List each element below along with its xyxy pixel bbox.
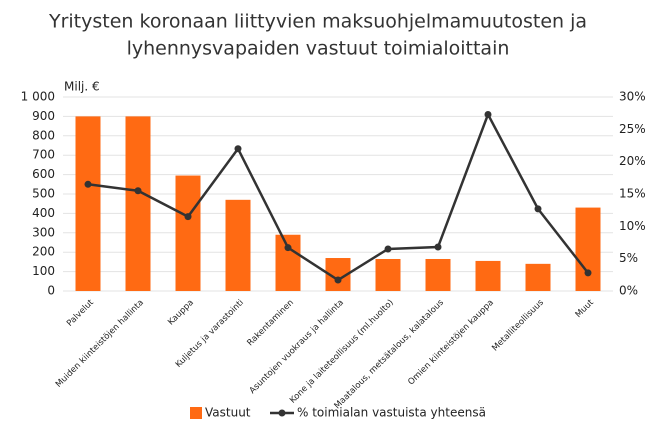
y-tick-label: 500 [32,187,55,201]
bar [375,258,401,291]
y2-tick-label: 15% [619,187,646,201]
bar [475,260,501,291]
line-point [584,269,592,277]
legend-label: Vastuut [205,406,251,420]
y-tick-label: 100 [32,264,55,278]
x-tick-label: Omien kiinteistöjen kauppa [406,298,496,388]
y-tick-label: 700 [32,148,55,162]
y-tick-label: 900 [32,109,55,123]
line [87,111,589,282]
y-tick-label: 300 [32,225,55,239]
bar [125,116,151,292]
x-tick-label: Asuntojen vuokraus ja hallinta [248,298,346,396]
y-tick-label: 600 [32,167,55,181]
x-tick-label: Metalliteollisuus [490,297,546,353]
x-tick-label: Rakentaminen [245,298,295,348]
x-tick-label: Muiden kiinteistöjen hallinta [54,298,146,390]
line-point [134,187,142,195]
x-tick-label: Muut [574,297,597,320]
line-point [384,245,392,253]
chart-title: lyhennysvapaiden vastuut toimialoittain [127,38,510,60]
legend-label: % toimialan vastuista yhteensä [297,406,486,420]
line-point [334,276,342,284]
bar [425,258,451,291]
line-point [234,145,242,153]
x-tick-label: Kauppa [166,298,196,328]
y2-tick-label: 20% [619,154,646,168]
y-tick-label: 400 [32,206,55,220]
bar [225,199,251,291]
line-point [184,213,192,221]
y-tick-label: 200 [32,245,55,259]
y2-tick-label: 30% [619,90,646,104]
bar [575,207,601,291]
y-tick-label: 1 000 [21,90,55,104]
line-point [84,180,92,188]
bar [75,116,101,292]
line-point [534,205,542,213]
y2-tick-label: 5% [619,251,638,265]
x-tick-label: Palvelut [65,297,96,328]
x-tick-label: Kone ja laiteteollisuus (ml.huolto) [288,298,396,406]
y-unit-label: Milj. € [64,80,100,94]
legend-swatch [190,407,202,419]
legend-swatch [278,409,286,417]
line-point [284,244,292,252]
y-tick-label: 800 [32,128,55,142]
line-point [484,110,492,118]
bar [275,234,301,291]
chart-title: Yritysten koronaan liittyvien maksuohjel… [48,11,587,33]
y2-tick-label: 10% [619,219,646,233]
y2-tick-label: 25% [619,122,646,136]
x-tick-label: Maatalous, metsätalous, kalatalous [332,297,446,411]
y2-tick-label: 0% [619,284,638,298]
line-point [434,243,442,251]
bar [175,175,201,291]
bar [525,263,551,291]
y-tick-label: 0 [47,284,55,298]
